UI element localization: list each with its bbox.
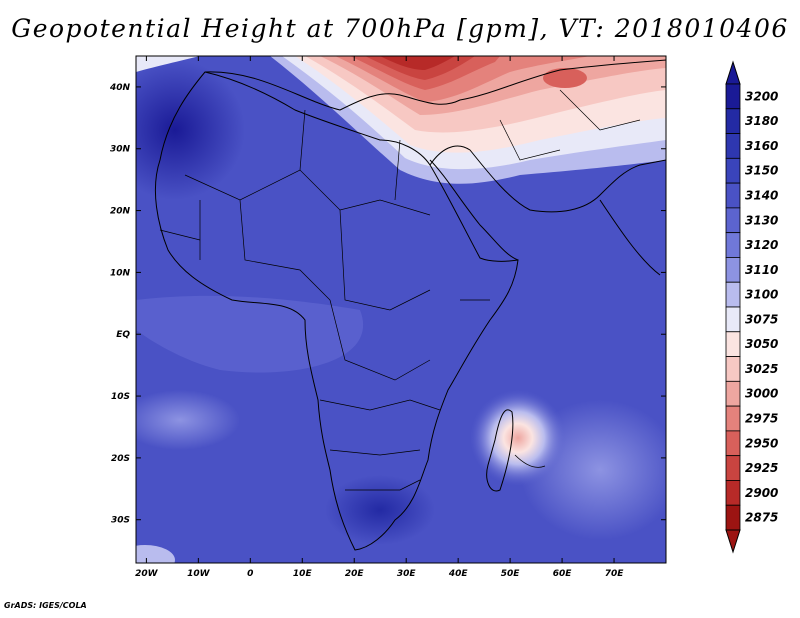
colorbar-label: 2900	[745, 486, 778, 500]
x-tick-label: 20E	[345, 569, 365, 579]
colorbar-label: 3025	[745, 362, 778, 376]
colorbar-swatch	[725, 108, 741, 134]
field-pale-atlantic	[136, 390, 240, 450]
y-tick-label: 10N	[110, 268, 131, 278]
x-tick-label: 20W	[135, 569, 159, 579]
x-tick-label: 10E	[293, 569, 313, 579]
field-central-asia-low	[543, 68, 587, 88]
field-tropical-cyclone	[470, 390, 566, 486]
colorbar: 3200 3180 3160 3150 3140 3130 3120 3110 3100 3075…	[725, 60, 778, 554]
colorbar-swatch	[725, 306, 741, 333]
colorbar-swatch	[725, 207, 741, 234]
africa-coastline	[154, 71, 519, 551]
y-tick-label: EQ	[116, 330, 130, 340]
colorbar-swatch	[725, 157, 741, 184]
y-tick-label: 30N	[110, 145, 131, 155]
plot-frame	[135, 55, 667, 564]
colorbar-label: 2950	[745, 436, 778, 450]
colorbar-label: 3110	[745, 263, 778, 277]
colorbar-swatch	[725, 380, 741, 407]
reunion-island	[514, 454, 546, 468]
field-south-high	[325, 475, 435, 545]
colorbar-swatch	[725, 232, 741, 258]
colorbar-swatch	[725, 356, 741, 382]
y-tick-label: 30S	[111, 516, 130, 526]
y-tick-label: 10S	[111, 392, 130, 402]
y-axis: 40N 30N 20N 10N EQ 10S 20S 30S	[109, 83, 666, 526]
madagascar-coastline	[486, 409, 514, 492]
x-tick-label: 70E	[605, 569, 625, 579]
colorbar-label: 3100	[745, 288, 778, 302]
chart-title: Geopotential Height at 700hPa [gpm], VT:…	[11, 14, 789, 43]
colorbar-label: 3140	[745, 189, 778, 203]
colorbar-label: 3160	[745, 139, 778, 153]
mediterranean-coast	[204, 59, 666, 111]
field-nw-corner	[136, 56, 200, 72]
grads-credit: GrADS: IGES/COLA	[4, 601, 87, 610]
colorbar-swatch	[725, 405, 741, 432]
country-borders	[159, 89, 641, 491]
x-axis: 20W 10W 0 10E 20E 30E 40E 50E 60E 70E	[135, 56, 624, 579]
colorbar-label: 3130	[745, 213, 778, 227]
field-tropical-band	[136, 295, 364, 373]
colorbar-label: 2875	[745, 511, 778, 525]
colorbar-swatch	[725, 133, 741, 159]
y-tick-label: 40N	[109, 83, 131, 93]
colorbar-swatch	[725, 281, 741, 308]
colorbar-label: 3050	[745, 337, 778, 351]
colorbar-swatch	[725, 480, 741, 506]
x-tick-label: 0	[247, 569, 253, 579]
colorbar-label: 3200	[745, 89, 778, 103]
colorbar-swatch	[725, 331, 741, 357]
colorbar-swatch	[725, 83, 741, 110]
colorbar-label: 3180	[745, 114, 778, 128]
colorbar-label: 3075	[745, 312, 778, 326]
colorbar-label: 3000	[745, 387, 778, 401]
field-west-high	[136, 60, 245, 200]
field-trough-2900	[380, 56, 455, 70]
colorbar-top-arrow	[725, 60, 741, 85]
colorbar-swatch	[725, 257, 741, 283]
colorbar-swatch	[725, 455, 741, 481]
colorbar-bottom-arrow	[725, 529, 741, 554]
x-tick-label: 30E	[397, 569, 417, 579]
x-tick-label: 40E	[448, 569, 469, 579]
colorbar-label: 2975	[745, 412, 778, 426]
colorbar-swatch	[725, 430, 741, 457]
india-coast	[599, 199, 661, 276]
y-tick-label: 20S	[111, 454, 130, 464]
field-sw-corner	[136, 545, 175, 563]
x-tick-label: 10W	[187, 569, 211, 579]
x-tick-label: 50E	[501, 569, 521, 579]
colorbar-swatch	[725, 182, 741, 209]
y-tick-label: 20N	[110, 207, 131, 217]
colorbar-swatch	[725, 504, 741, 531]
height-field	[136, 56, 666, 563]
arabia-coastline	[429, 145, 666, 213]
x-tick-label: 60E	[553, 569, 573, 579]
red-sea-coast	[429, 159, 519, 261]
colorbar-label: 3120	[745, 238, 778, 252]
colorbar-label: 3150	[745, 164, 778, 178]
colorbar-label: 2925	[745, 461, 778, 475]
